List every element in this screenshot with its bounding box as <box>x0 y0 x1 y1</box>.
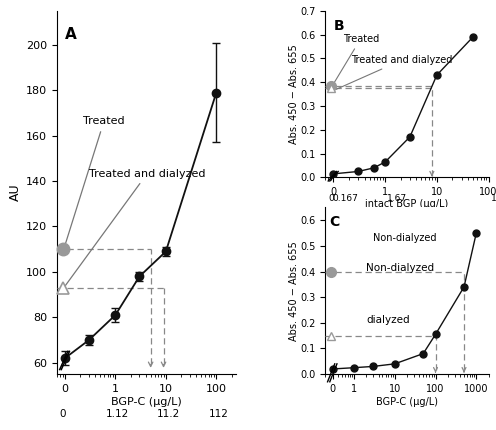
Text: C: C <box>329 215 340 229</box>
Y-axis label: Abs. 450 − Abs. 655: Abs. 450 − Abs. 655 <box>289 241 299 341</box>
Text: Treated: Treated <box>334 34 379 83</box>
Text: Non-dialyzed: Non-dialyzed <box>373 233 437 243</box>
Text: B: B <box>333 19 344 33</box>
Text: dialyzed: dialyzed <box>366 315 410 325</box>
Text: A: A <box>65 27 76 42</box>
Y-axis label: Abs. 450 − Abs. 655: Abs. 450 − Abs. 655 <box>289 44 299 144</box>
Text: Treated and dialyzed: Treated and dialyzed <box>336 55 452 89</box>
X-axis label: BGP-C (μg/L): BGP-C (μg/L) <box>376 396 438 407</box>
X-axis label: BGP-C (μg/L): BGP-C (μg/L) <box>112 396 182 407</box>
Text: 112: 112 <box>209 408 229 419</box>
Text: 11.2: 11.2 <box>157 408 180 419</box>
Text: Treated: Treated <box>64 116 125 246</box>
Text: 0: 0 <box>60 408 66 419</box>
Text: 0.167: 0.167 <box>332 194 358 203</box>
Text: Non-dialyzed: Non-dialyzed <box>366 263 434 273</box>
Text: 0: 0 <box>328 194 334 203</box>
Text: 1.67: 1.67 <box>386 194 407 203</box>
X-axis label: intact BGP (μg/L): intact BGP (μg/L) <box>366 199 449 209</box>
Text: (nM): (nM) <box>396 224 418 234</box>
Text: 1.12: 1.12 <box>106 408 129 419</box>
Text: Treated and dialyzed: Treated and dialyzed <box>65 169 205 286</box>
Text: 167: 167 <box>492 194 496 203</box>
Y-axis label: AU: AU <box>9 184 22 201</box>
